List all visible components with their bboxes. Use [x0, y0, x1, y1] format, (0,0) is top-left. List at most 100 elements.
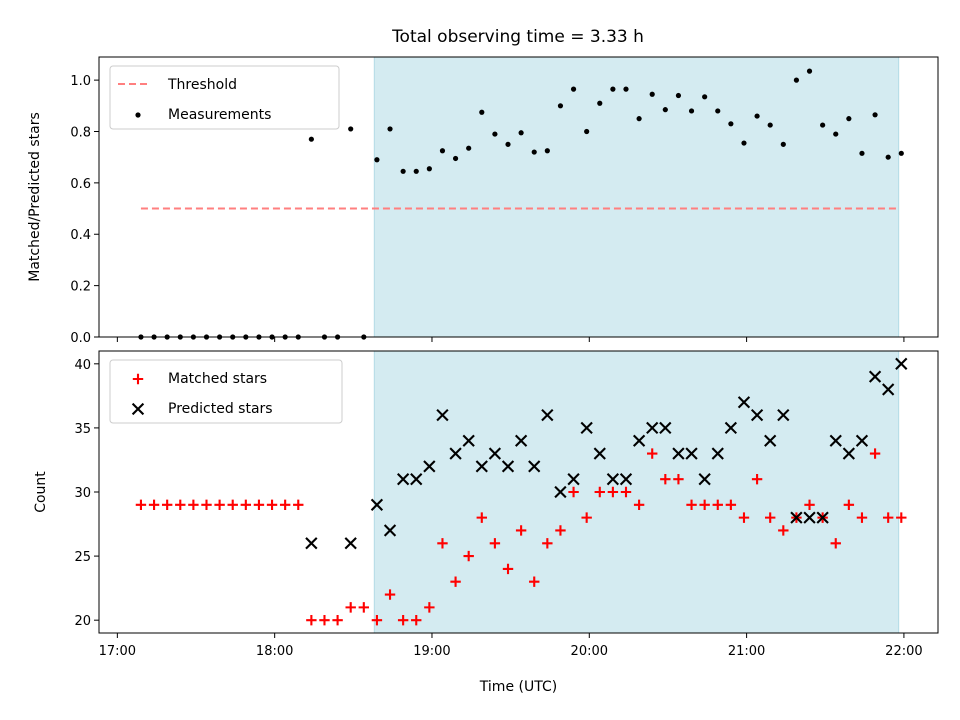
legend-swatch: [132, 373, 144, 385]
data-point: [765, 512, 776, 523]
data-point: [898, 150, 904, 156]
data-point: [439, 148, 446, 154]
data-point: [374, 157, 380, 163]
legend-box: [109, 65, 340, 130]
data-point: [633, 499, 645, 511]
data-point: [476, 512, 487, 523]
data-point: [411, 614, 422, 626]
x-tick-label: 22:00: [885, 644, 922, 659]
data-point: [488, 447, 502, 460]
data-point: [882, 383, 895, 396]
x-axis-label: Time (UTC): [479, 679, 557, 695]
data-point: [518, 130, 524, 136]
x-tick-label: 17:00: [99, 644, 136, 659]
data-point: [584, 128, 590, 135]
data-point: [688, 108, 695, 114]
data-point: [436, 408, 449, 422]
data-point: [214, 499, 225, 511]
data-point: [610, 86, 616, 92]
data-point: [529, 576, 540, 587]
data-point: [751, 473, 763, 485]
data-point: [738, 512, 750, 523]
data-point: [597, 100, 603, 106]
data-point: [699, 499, 710, 511]
data-point: [387, 126, 393, 132]
bottom-y-axis-label: Count: [33, 471, 49, 513]
data-point: [463, 550, 474, 562]
data-point: [175, 499, 186, 511]
data-point: [554, 485, 567, 499]
data-point: [698, 473, 711, 486]
data-point: [345, 602, 356, 613]
y-tick-label: 0.8: [70, 125, 91, 140]
data-point: [528, 460, 541, 473]
data-point: [306, 614, 317, 626]
data-point: [767, 122, 773, 128]
data-point: [305, 537, 318, 550]
data-point: [646, 421, 659, 435]
data-point: [505, 141, 511, 147]
data-point: [724, 421, 738, 435]
data-point: [344, 537, 357, 550]
top-legend: Threshold Measurements: [109, 65, 340, 130]
data-point: [293, 499, 304, 511]
data-point: [240, 499, 252, 511]
data-point: [833, 131, 839, 137]
data-point: [843, 499, 855, 511]
data-point: [581, 512, 592, 523]
data-point: [659, 421, 672, 435]
data-point: [829, 434, 842, 447]
data-point: [895, 357, 908, 370]
data-point: [846, 116, 852, 122]
data-point: [715, 108, 721, 114]
data-point: [830, 538, 841, 549]
data-point: [754, 113, 760, 119]
data-point: [370, 498, 384, 511]
data-point: [492, 131, 498, 137]
data-point: [711, 447, 724, 460]
data-point: [397, 614, 409, 626]
data-point: [253, 499, 265, 511]
data-point: [188, 499, 199, 511]
data-point: [308, 136, 314, 142]
observing-window-shade-top: [373, 56, 900, 338]
x-tick-label: 19:00: [413, 644, 450, 659]
data-point: [820, 122, 826, 128]
data-point: [803, 511, 816, 524]
data-point: [400, 168, 406, 174]
data-point: [396, 473, 410, 486]
data-point: [557, 103, 564, 109]
data-point: [570, 86, 577, 92]
y-tick-label: 25: [74, 550, 91, 565]
data-point: [148, 499, 160, 511]
data-point: [266, 499, 278, 511]
data-point: [358, 602, 370, 613]
data-point: [780, 141, 786, 147]
data-point: [855, 434, 869, 447]
data-point: [620, 486, 632, 498]
data-point: [319, 614, 330, 626]
data-point: [869, 448, 881, 459]
legend-label: Predicted stars: [168, 401, 273, 417]
data-point: [685, 447, 698, 460]
data-point: [410, 473, 423, 486]
data-point: [806, 68, 813, 74]
data-point: [725, 499, 737, 511]
data-point: [555, 525, 566, 536]
data-point: [737, 396, 751, 409]
data-point: [675, 92, 682, 99]
data-point: [201, 499, 212, 511]
data-point: [514, 434, 528, 447]
data-point: [348, 126, 354, 132]
legend-swatch: [131, 402, 145, 416]
data-point: [371, 614, 383, 626]
data-point: [580, 421, 593, 435]
chart-title: Total observing time = 3.33 h: [391, 27, 644, 47]
y-tick-label: 0.6: [70, 177, 91, 192]
data-point: [741, 140, 747, 146]
data-point: [489, 538, 501, 549]
data-point: [672, 447, 685, 460]
top-axes-frame: [98, 56, 939, 338]
data-point: [452, 155, 459, 162]
